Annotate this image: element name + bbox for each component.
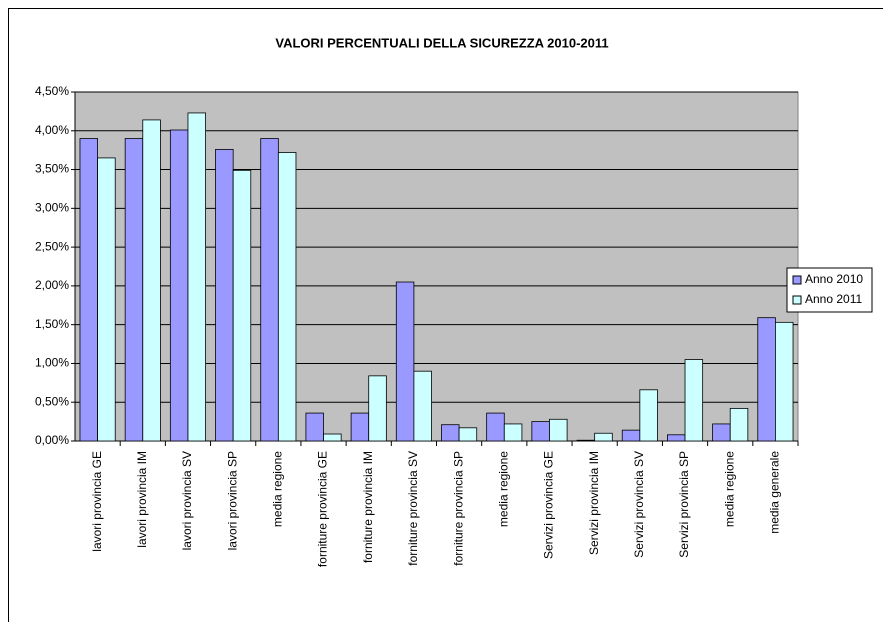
y-tick-label: 4,00% [35, 123, 69, 137]
bar [577, 440, 595, 441]
x-tick-label: Servizi provincia IM [587, 451, 601, 555]
legend-swatch [793, 276, 801, 284]
bar [216, 149, 234, 441]
x-tick-label: forniture provincia SP [451, 451, 465, 566]
y-tick-label: 2,00% [35, 278, 69, 292]
bar [459, 428, 477, 441]
x-tick-label: lavori provincia IM [135, 451, 149, 548]
bar [396, 282, 414, 441]
legend-label: Anno 2010 [805, 272, 863, 286]
bar [441, 425, 459, 441]
y-tick-label: 0,00% [35, 433, 69, 447]
bar [487, 413, 505, 441]
bar [188, 113, 206, 441]
bar [640, 390, 658, 441]
bar [351, 413, 369, 441]
x-tick-label: lavori provincia SP [225, 451, 239, 550]
x-tick-label: lavori provincia SV [180, 451, 194, 550]
y-tick-label: 1,50% [35, 317, 69, 331]
bar [278, 152, 296, 441]
x-tick-label: media generale [768, 451, 782, 534]
y-tick-label: 1,00% [35, 356, 69, 370]
bar [369, 376, 387, 441]
bar [170, 130, 188, 441]
bar [549, 419, 567, 441]
chart-title: VALORI PERCENTUALI DELLA SICUREZZA 2010-… [275, 35, 608, 50]
bar [685, 360, 703, 441]
bar [324, 434, 342, 441]
bar [414, 371, 432, 441]
x-tick-label: forniture provincia IM [361, 451, 375, 563]
y-tick-label: 3,00% [35, 201, 69, 215]
bar [532, 422, 550, 441]
x-tick-label: media regione [271, 451, 285, 527]
bar [80, 139, 98, 441]
bar [713, 424, 731, 441]
bar [775, 322, 793, 441]
x-tick-label: forniture provincia GE [316, 451, 330, 567]
bar [622, 430, 640, 441]
bar [667, 435, 685, 441]
bar [306, 413, 324, 441]
x-tick-label: forniture provincia SV [406, 451, 420, 566]
bar [98, 158, 116, 441]
bar [595, 433, 613, 441]
x-tick-label: Servizi provincia GE [542, 451, 556, 559]
x-tick-label: media regione [496, 451, 510, 527]
x-tick-label: media regione [722, 451, 736, 527]
bar [504, 424, 522, 441]
bar [143, 120, 161, 441]
y-tick-label: 4,50% [35, 84, 69, 98]
bar [125, 139, 143, 441]
legend-label: Anno 2011 [805, 292, 862, 306]
bar [261, 139, 279, 441]
legend-swatch [793, 296, 801, 304]
x-tick-label: Servizi provincia SV [632, 451, 646, 558]
y-tick-label: 0,50% [35, 394, 69, 408]
y-tick-label: 2,50% [35, 239, 69, 253]
bar [758, 318, 776, 441]
bar [730, 408, 748, 441]
x-tick-label: Servizi provincia SP [677, 451, 691, 558]
y-tick-label: 3,50% [35, 162, 69, 176]
x-tick-label: lavori provincia GE [90, 451, 104, 552]
bar [233, 170, 251, 441]
